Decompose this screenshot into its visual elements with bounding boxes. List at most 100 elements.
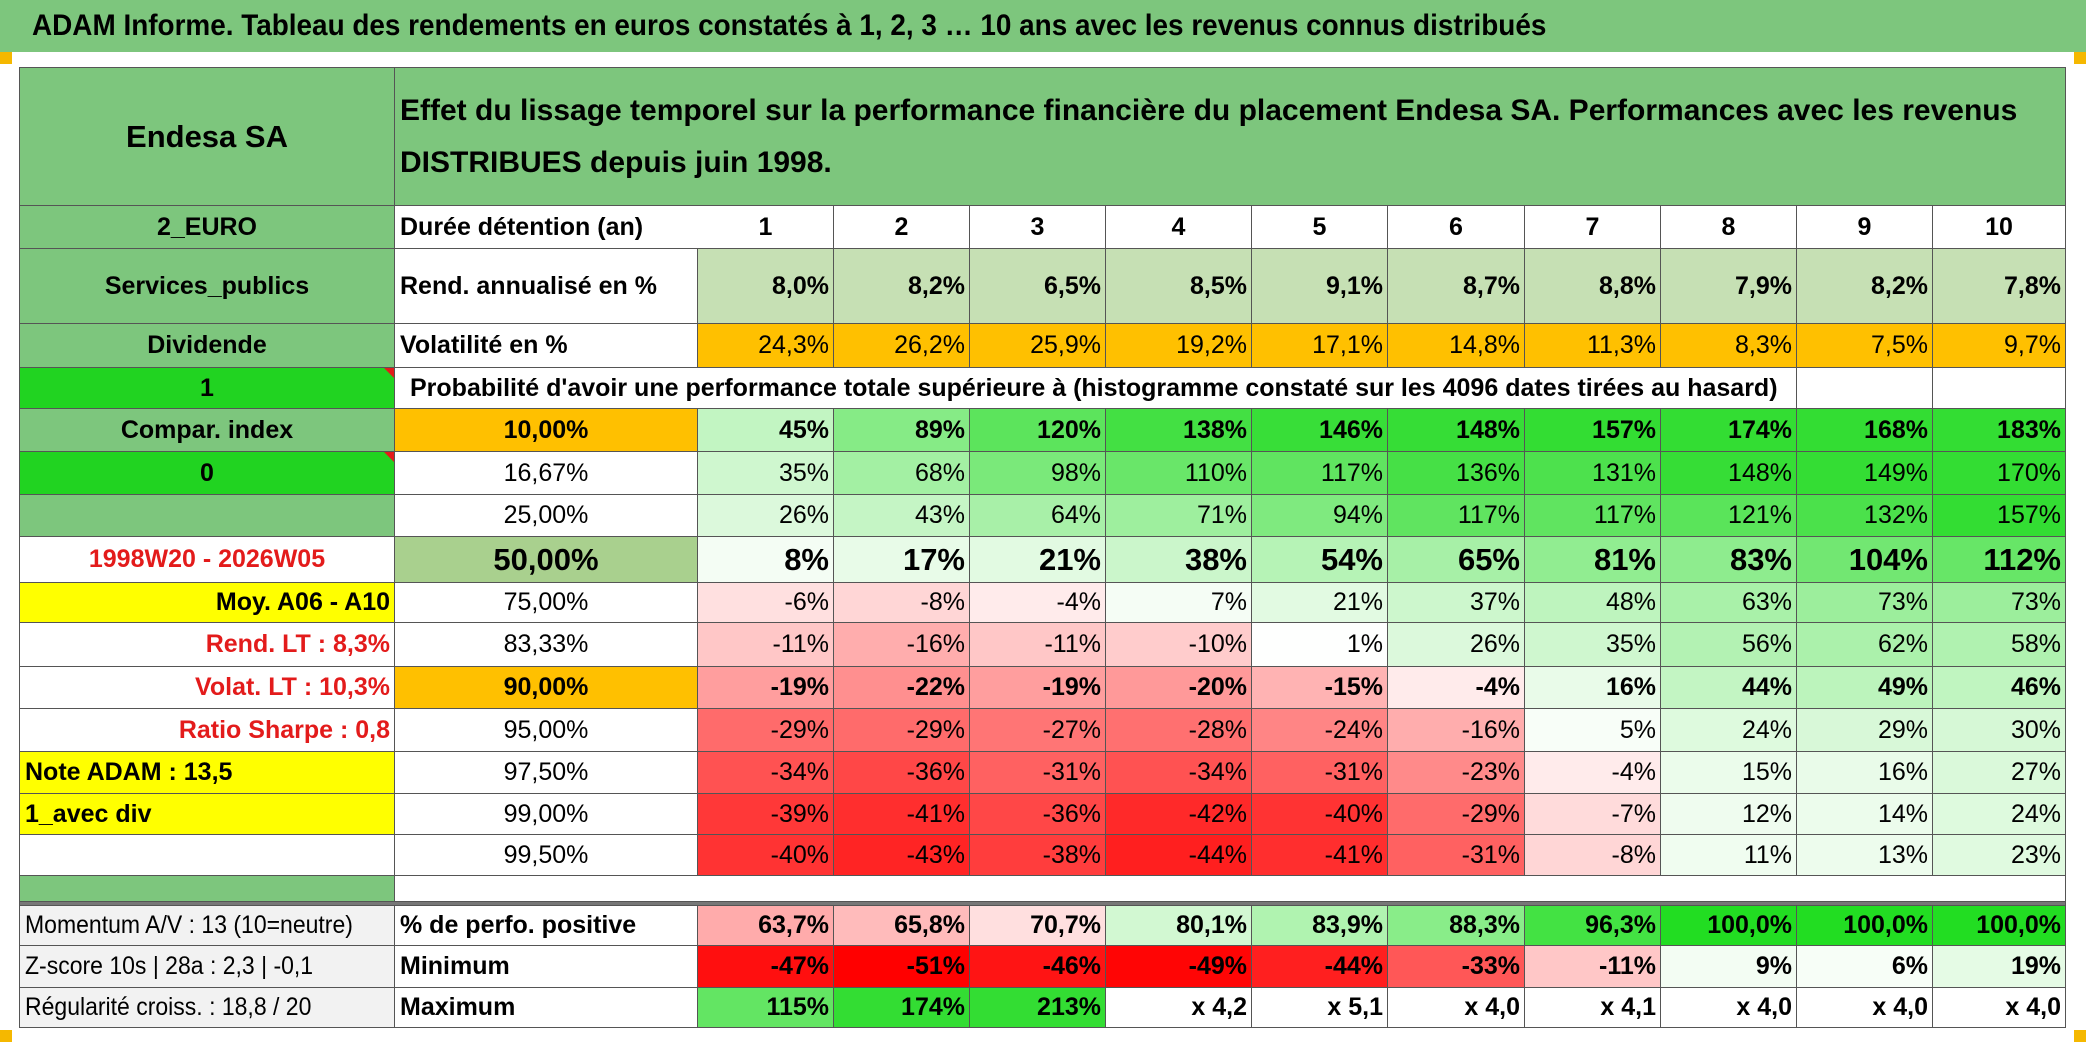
- quantile-value: 56%: [1661, 623, 1797, 667]
- quantile-value-text: 170%: [1997, 458, 2061, 487]
- quantile-label: 75,00%: [395, 583, 698, 623]
- maximum-value-text: x 5,1: [1327, 993, 1383, 1021]
- probability-caption-text: Probabilité d'avoir une performance tota…: [410, 373, 1778, 402]
- quantile-value: 112%: [1933, 537, 2066, 583]
- quantile-value-text: 26%: [1469, 630, 1520, 658]
- sector-label-text: Services_publics: [104, 271, 310, 300]
- quantile-value: 62%: [1797, 623, 1933, 667]
- quantile-value-text: 14%: [1877, 799, 1928, 828]
- quantile-value-text: 148%: [1456, 415, 1520, 444]
- duration-header: 8: [1661, 206, 1797, 249]
- vol-value-text: 25,9%: [1030, 331, 1101, 359]
- sharpe-label: Ratio Sharpe : 0,8: [20, 709, 395, 752]
- quantile-value-text: 45%: [778, 415, 829, 444]
- quantile-value-text: 120%: [1037, 415, 1101, 444]
- quantile-value: 48%: [1525, 583, 1661, 623]
- quantile-value-text: 54%: [1320, 541, 1383, 577]
- quantile-value-text: 117%: [1320, 458, 1383, 487]
- quantile-value: -15%: [1252, 667, 1388, 709]
- quantile-value-text: 8%: [784, 541, 829, 577]
- quantile-value: 24%: [1933, 794, 2066, 835]
- quantile-value: 7%: [1106, 583, 1252, 623]
- quantile-value-text: -29%: [1461, 799, 1520, 828]
- quantile-value: 16%: [1525, 667, 1661, 709]
- positive-label-text: % de perfo. positive: [400, 911, 637, 939]
- minimum-value: 6%: [1797, 946, 1933, 988]
- quantile-value: -23%: [1388, 752, 1525, 794]
- quantile-value: 35%: [698, 452, 834, 495]
- quantile-value-text: 35%: [1605, 630, 1656, 658]
- quantile-value: -8%: [1525, 835, 1661, 876]
- maximum-value: 174%: [834, 988, 970, 1028]
- rend-value: 8,2%: [834, 249, 970, 324]
- maximum-value-text: x 4,0: [1464, 993, 1520, 1021]
- dividend-flag: 1: [20, 368, 395, 409]
- quantile-value-text: 38%: [1184, 541, 1247, 577]
- quantile-value-text: 110%: [1184, 458, 1247, 487]
- positive-value: 63,7%: [698, 906, 834, 946]
- positive-value-text: 80,1%: [1176, 911, 1247, 939]
- quantile-value: 26%: [1388, 623, 1525, 667]
- period-range: 1998W20 - 2026W05: [20, 537, 395, 583]
- quantile-value: -6%: [698, 583, 834, 623]
- positive-value-text: 63,7%: [758, 911, 829, 939]
- positive-value: 88,3%: [1388, 906, 1525, 946]
- quantile-value: 68%: [834, 452, 970, 495]
- quantile-value: -19%: [698, 667, 834, 709]
- minimum-value-text: 9%: [1755, 952, 1792, 980]
- quantile-value-text: 149%: [1864, 458, 1928, 487]
- quantile-value: -29%: [698, 709, 834, 752]
- quantile-value: -39%: [698, 794, 834, 835]
- note-adam: Note ADAM : 13,5: [20, 752, 395, 794]
- empty-cell: [20, 835, 395, 876]
- quantile-value: 16%: [1797, 752, 1933, 794]
- quantile-value-text: 73%: [2010, 588, 2061, 616]
- quantile-value: 35%: [1525, 623, 1661, 667]
- quantile-value: -24%: [1252, 709, 1388, 752]
- quantile-value: -29%: [834, 709, 970, 752]
- quantile-value-text: 44%: [1741, 673, 1792, 701]
- quantile-value: 71%: [1106, 495, 1252, 537]
- quantile-value: 13%: [1797, 835, 1933, 876]
- quantile-value: 89%: [834, 409, 970, 452]
- positive-value-text: 65,8%: [894, 911, 965, 939]
- quantile-value-text: 1%: [1346, 630, 1383, 658]
- quantile-label-text: 99,00%: [503, 799, 589, 828]
- quantile-value-text: -4%: [1475, 673, 1520, 701]
- quantile-value: 83%: [1661, 537, 1797, 583]
- index-flag: 0: [20, 452, 395, 495]
- corner-marker: [0, 52, 12, 64]
- minimum-value-text: -51%: [906, 952, 965, 980]
- vol-label: Volatilité en %: [395, 324, 698, 368]
- quantile-value: -7%: [1525, 794, 1661, 835]
- quantile-value-text: 62%: [1877, 630, 1928, 658]
- quantile-value: -10%: [1106, 623, 1252, 667]
- vol-value-text: 14,8%: [1449, 331, 1520, 359]
- quantile-value-text: -16%: [906, 630, 965, 658]
- quantile-value-text: -15%: [1324, 673, 1383, 701]
- quantile-value: 44%: [1661, 667, 1797, 709]
- rend-value-text: 8,5%: [1190, 271, 1247, 300]
- quantile-value-text: 81%: [1593, 541, 1656, 577]
- quantile-value: 98%: [970, 452, 1106, 495]
- dividend-mode: 1_avec div: [20, 794, 395, 835]
- quantile-value: -27%: [970, 709, 1106, 752]
- durations-label-text: Durée détention (an): [400, 212, 644, 241]
- quantile-value: -40%: [1252, 794, 1388, 835]
- quantile-value: 27%: [1933, 752, 2066, 794]
- quantile-label: 83,33%: [395, 623, 698, 667]
- duration-header-text: 1: [758, 212, 773, 241]
- quantile-value-text: 17%: [902, 541, 965, 577]
- quantile-value-text: -44%: [1188, 840, 1247, 869]
- quantile-value: -8%: [834, 583, 970, 623]
- quantile-value: 37%: [1388, 583, 1525, 623]
- minimum-value: -33%: [1388, 946, 1525, 988]
- quantile-value-text: -8%: [920, 588, 965, 616]
- rend-value: 8,0%: [698, 249, 834, 324]
- quantile-value: 94%: [1252, 495, 1388, 537]
- quantile-value: -16%: [834, 623, 970, 667]
- duration-header: 5: [1252, 206, 1388, 249]
- vol-value-text: 8,3%: [1735, 331, 1792, 359]
- positive-value-text: 88,3%: [1449, 911, 1520, 939]
- quantile-value-text: 13%: [1877, 840, 1928, 869]
